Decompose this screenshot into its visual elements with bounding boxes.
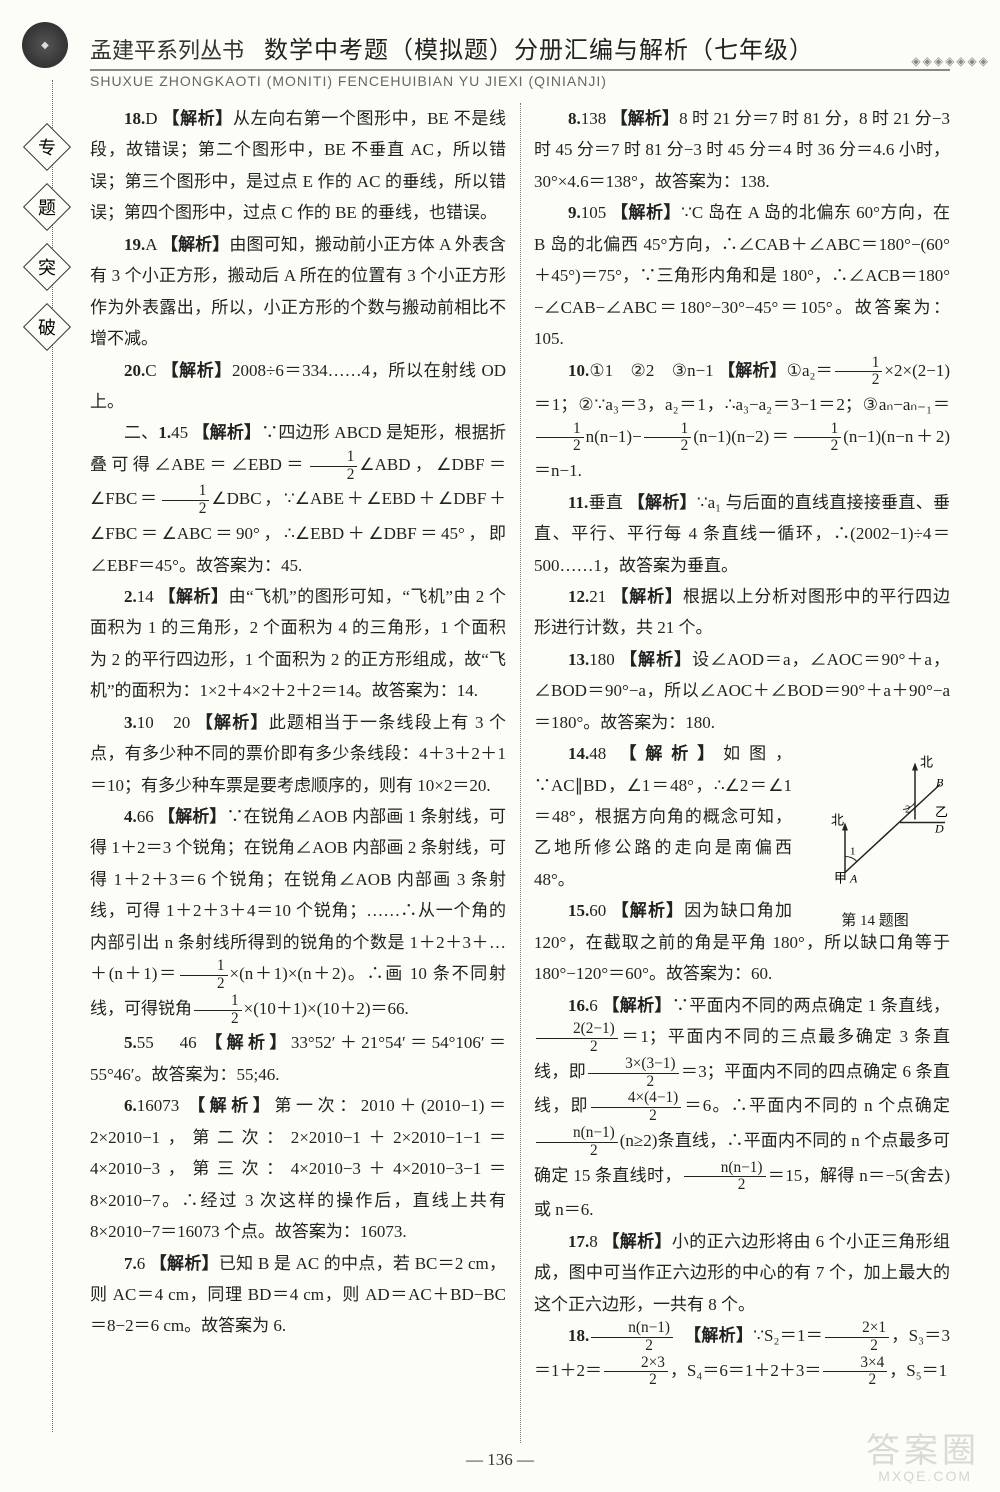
page-header: 孟建平系列丛书 数学中考题（模拟题）分册汇编与解析（七年级） bbox=[90, 30, 950, 71]
series-logo: ◆ bbox=[22, 22, 68, 68]
section-2-item-7: 7.6 【解析】已知 B 是 AC 的中点，若 BC＝2 cm，则 AC＝4 c… bbox=[90, 1248, 506, 1342]
svg-text:甲: 甲 bbox=[834, 871, 847, 886]
series-name: 孟建平系列丛书 bbox=[90, 33, 244, 65]
section-2-item-16: 16.6 【解析】∵平面内不同的两点确定 1 条直线，2(2−1)2＝1；平面内… bbox=[534, 990, 950, 1226]
svg-text:1: 1 bbox=[850, 846, 856, 858]
side-tab-1: 专 bbox=[23, 123, 71, 171]
page: ◆ 专 题 突 破 孟建平系列丛书 数学中考题（模拟题）分册汇编与解析（七年级）… bbox=[0, 0, 1000, 1492]
page-number: — 136 — bbox=[0, 1450, 1000, 1470]
pinyin-subtitle: SHUXUE ZHONGKAOTI (MONITI) FENCEHUIBIAN … bbox=[90, 73, 950, 89]
side-tab-2: 题 bbox=[23, 183, 71, 231]
svg-text:D: D bbox=[934, 822, 944, 836]
section-2-item-8: 8.138 【解析】8 时 21 分＝7 时 81 分，8 时 21 分−3 时… bbox=[534, 103, 950, 197]
section-2-item-10: 10.①1 ②2 ③n−1 【解析】①a₂＝12×2×(2−1)＝1；②∵a₃＝… bbox=[534, 355, 950, 487]
content-columns: 18.D 【解析】从左向右第一个图形中，BE 不是线段，故错误；第二个图形中，B… bbox=[90, 103, 950, 1443]
diagram-14: 北 北 甲 A B 乙 D 1 2 第 14 题图 bbox=[800, 742, 950, 897]
svg-text:2: 2 bbox=[905, 804, 911, 816]
svg-text:乙: 乙 bbox=[935, 805, 948, 820]
section-2-item-17: 17.8 【解析】小的正六边形将由 6 个小正三角形组成，图中可当作正六边形的中… bbox=[534, 1226, 950, 1320]
section-2-item-9: 9.105 【解析】∵C 岛在 A 岛的北偏东 60°方向，在 B 岛的北偏西 … bbox=[534, 197, 950, 354]
diagram-14-caption: 第 14 题图 bbox=[800, 908, 950, 936]
svg-text:B: B bbox=[936, 776, 944, 790]
section-2-item-4: 4.66 【解析】∵在锐角∠AOB 内部画 1 条射线，可得 1＋2＝3 个锐角… bbox=[90, 801, 506, 1027]
item-20: 20.C 【解析】2008÷6＝334……4，所以在射线 OD 上。 bbox=[90, 355, 506, 418]
section-2-item-1: 二、1.45 【解析】∵四边形 ABCD 是矩形，根据折叠可得∠ABE＝∠EBD… bbox=[90, 417, 506, 581]
section-2-item-5: 5.55 46 【解析】33°52′＋21°54′＝54°106′＝55°46′… bbox=[90, 1027, 506, 1090]
svg-text:北: 北 bbox=[920, 755, 933, 770]
section-2-item-6: 6.16073 【解析】第一次：2010＋(2010−1)＝2×2010−1，第… bbox=[90, 1090, 506, 1247]
watermark-url: MXQE.COM bbox=[878, 1468, 972, 1484]
section-2-item-11: 11.垂直 【解析】∵a₁ 与后面的直线直接接垂直、垂直、平行、平行每 4 条直… bbox=[534, 487, 950, 581]
svg-text:A: A bbox=[849, 872, 858, 886]
section-2-item-2: 2.14 【解析】由“飞机”的图形可知，“飞机”由 2 个面积为 1 的三角形，… bbox=[90, 581, 506, 707]
section-2-item-18b: 18.n(n−1)2 【解析】∵S₂＝1＝2×12，S₃＝3＝1＋2＝2×32，… bbox=[534, 1320, 950, 1389]
section-2-item-12: 12.21 【解析】根据以上分析对图形中的平行四边形进行计数，共 21 个。 bbox=[534, 581, 950, 644]
watermark-text: 答案圈 bbox=[866, 1423, 980, 1472]
item-18: 18.D 【解析】从左向右第一个图形中，BE 不是线段，故错误；第二个图形中，B… bbox=[90, 103, 506, 229]
side-tab-3: 突 bbox=[23, 243, 71, 291]
book-title: 数学中考题（模拟题）分册汇编与解析（七年级） bbox=[264, 30, 814, 65]
deco-ornament: ◈◈◈◈◈◈◈ bbox=[911, 54, 990, 69]
section-2-item-13: 13.180 【解析】设∠AOD＝a，∠AOC＝90°＋a，∠BOD＝90°−a… bbox=[534, 644, 950, 738]
svg-text:北: 北 bbox=[831, 813, 844, 828]
item-19: 19.A 【解析】由图可知，搬动前小正方体 A 外表含有 3 个小正方形，搬动后… bbox=[90, 229, 506, 355]
side-tabs: 专 题 突 破 bbox=[30, 130, 66, 370]
side-tab-4: 破 bbox=[23, 303, 71, 351]
section-2-item-3: 3.10 20 【解析】此题相当于一条线段上有 3 个点，有多少种不同的票价即有… bbox=[90, 707, 506, 801]
